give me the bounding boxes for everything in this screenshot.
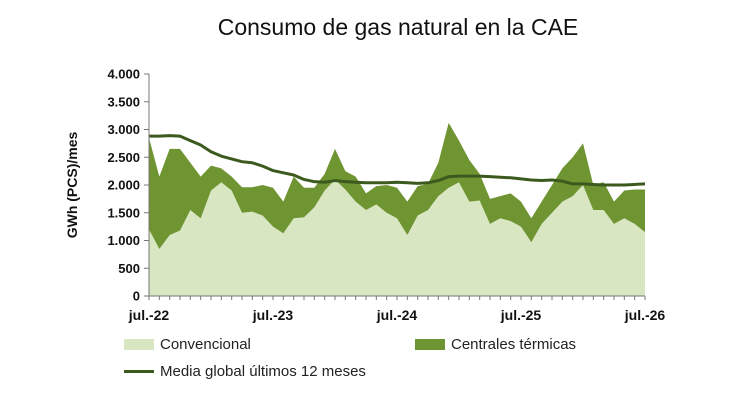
y-tick-label: 0 xyxy=(133,289,140,304)
legend-label-media: Media global últimos 12 meses xyxy=(160,363,366,380)
x-tick-label: jul.-25 xyxy=(500,307,542,323)
legend-swatch-media xyxy=(124,370,154,373)
legend-item-convencional: Convencional xyxy=(124,336,251,353)
y-tick-label: 2.500 xyxy=(107,150,140,165)
y-tick-label: 2.000 xyxy=(107,178,140,193)
x-tick-label: jul.-24 xyxy=(376,307,418,323)
y-tick-label: 4.000 xyxy=(107,67,140,82)
x-tick-label: jul.-23 xyxy=(252,307,294,323)
legend-item-centrales: Centrales térmicas xyxy=(415,336,576,353)
y-tick-label: 3.500 xyxy=(107,94,140,109)
y-tick-label: 3.000 xyxy=(107,122,140,137)
line-media-global xyxy=(149,134,646,187)
legend-item-media: Media global últimos 12 meses xyxy=(124,363,366,380)
y-axis-label: GWh (PCS)/mes xyxy=(64,132,80,239)
chart-title: Consumo de gas natural en la CAE xyxy=(217,14,579,40)
x-tick-label: jul.-26 xyxy=(624,307,666,323)
legend-swatch-centrales xyxy=(415,339,445,350)
x-tick-label: jul.-22 xyxy=(128,307,170,323)
y-tick-label: 1.500 xyxy=(107,205,140,220)
y-tick-label: 1.000 xyxy=(107,233,140,248)
legend-label-centrales: Centrales térmicas xyxy=(451,336,577,353)
legend-label-convencional: Convencional xyxy=(160,336,251,353)
area-convencional xyxy=(149,179,645,296)
legend-swatch-convencional xyxy=(124,339,154,350)
y-tick-label: 500 xyxy=(118,261,140,276)
